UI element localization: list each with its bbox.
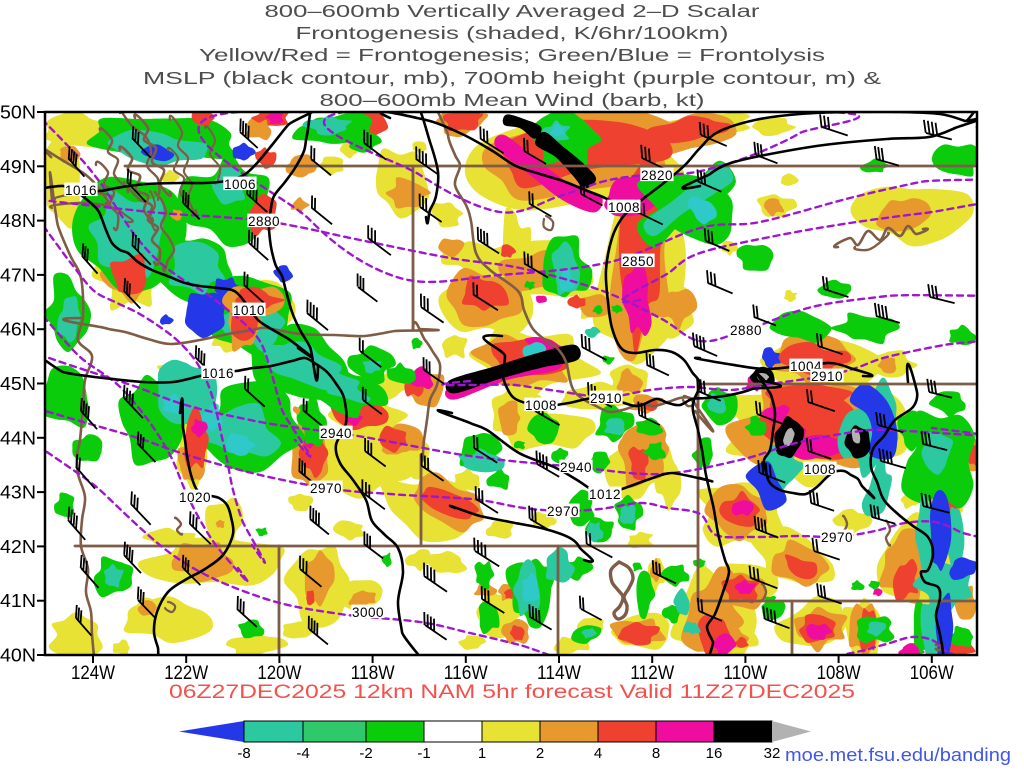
svg-text:2970: 2970 [310,481,342,496]
svg-text:47N: 47N [0,265,36,285]
svg-text:122W: 122W [164,663,208,684]
svg-text:2850: 2850 [622,254,654,269]
svg-text:1012: 1012 [589,487,621,502]
svg-text:2910: 2910 [590,391,622,406]
svg-text:-2: -2 [359,745,372,762]
svg-text:1016: 1016 [202,366,234,381]
svg-text:120W: 120W [257,663,301,684]
svg-text:1: 1 [478,745,486,762]
svg-text:2940: 2940 [320,426,352,441]
svg-text:Yellow/Red = Frontogenesis; G: Yellow/Red = Frontogenesis; Green/Blue =… [199,45,825,65]
svg-text:3000: 3000 [352,605,384,620]
svg-text:45N: 45N [0,374,36,394]
svg-text:1008: 1008 [804,462,836,477]
svg-text:32: 32 [764,745,781,762]
svg-text:49N: 49N [0,157,36,177]
svg-text:2: 2 [536,745,544,762]
svg-text:8: 8 [652,745,660,762]
svg-text:50N: 50N [0,103,36,123]
svg-text:2970: 2970 [821,530,853,545]
svg-text:43N: 43N [0,483,36,503]
svg-text:-8: -8 [237,745,250,762]
svg-text:116W: 116W [444,663,488,684]
svg-text:-4: -4 [296,745,309,762]
svg-text:16: 16 [706,745,723,762]
svg-text:1016: 1016 [65,183,97,198]
svg-text:800–600mb Vertically Averaged: 800–600mb Vertically Averaged 2–D Scalar [265,1,760,21]
svg-text:48N: 48N [0,211,36,231]
svg-text:2880: 2880 [248,214,280,229]
svg-text:moe.met.fsu.edu/banding: moe.met.fsu.edu/banding [785,745,1011,765]
svg-text:MSLP (black contour, mb), 700m: MSLP (black contour, mb), 700mb height (… [143,68,881,88]
svg-text:42N: 42N [0,537,36,557]
svg-text:41N: 41N [0,591,36,611]
svg-text:1020: 1020 [179,490,211,505]
svg-text:112W: 112W [630,663,674,684]
svg-text:2820: 2820 [641,168,673,183]
svg-text:2970: 2970 [547,504,579,519]
svg-text:4: 4 [594,745,602,762]
svg-text:110W: 110W [723,663,767,684]
svg-text:2880: 2880 [730,323,762,338]
svg-text:06Z27DEC2025 12km NAM 5hr fore: 06Z27DEC2025 12km NAM 5hr forecast Valid… [169,682,855,703]
svg-text:124W: 124W [71,663,115,684]
svg-text:40N: 40N [0,646,36,666]
svg-text:Frontogenesis (shaded, K/6hr/1: Frontogenesis (shaded, K/6hr/100km) [296,23,729,43]
svg-text:800–600mb Mean Wind (barb, kt): 800–600mb Mean Wind (barb, kt) [320,90,705,110]
svg-text:118W: 118W [351,663,395,684]
svg-text:106W: 106W [910,663,954,684]
svg-text:114W: 114W [537,663,581,684]
svg-text:1008: 1008 [525,398,557,413]
svg-text:1008: 1008 [608,200,640,215]
svg-text:2940: 2940 [560,460,592,475]
svg-text:44N: 44N [0,428,36,448]
svg-text:1010: 1010 [233,303,265,318]
svg-text:2910: 2910 [811,369,843,384]
svg-text:-1: -1 [417,745,430,762]
svg-text:1006: 1006 [224,177,256,192]
svg-text:46N: 46N [0,320,36,340]
svg-text:108W: 108W [817,663,861,684]
